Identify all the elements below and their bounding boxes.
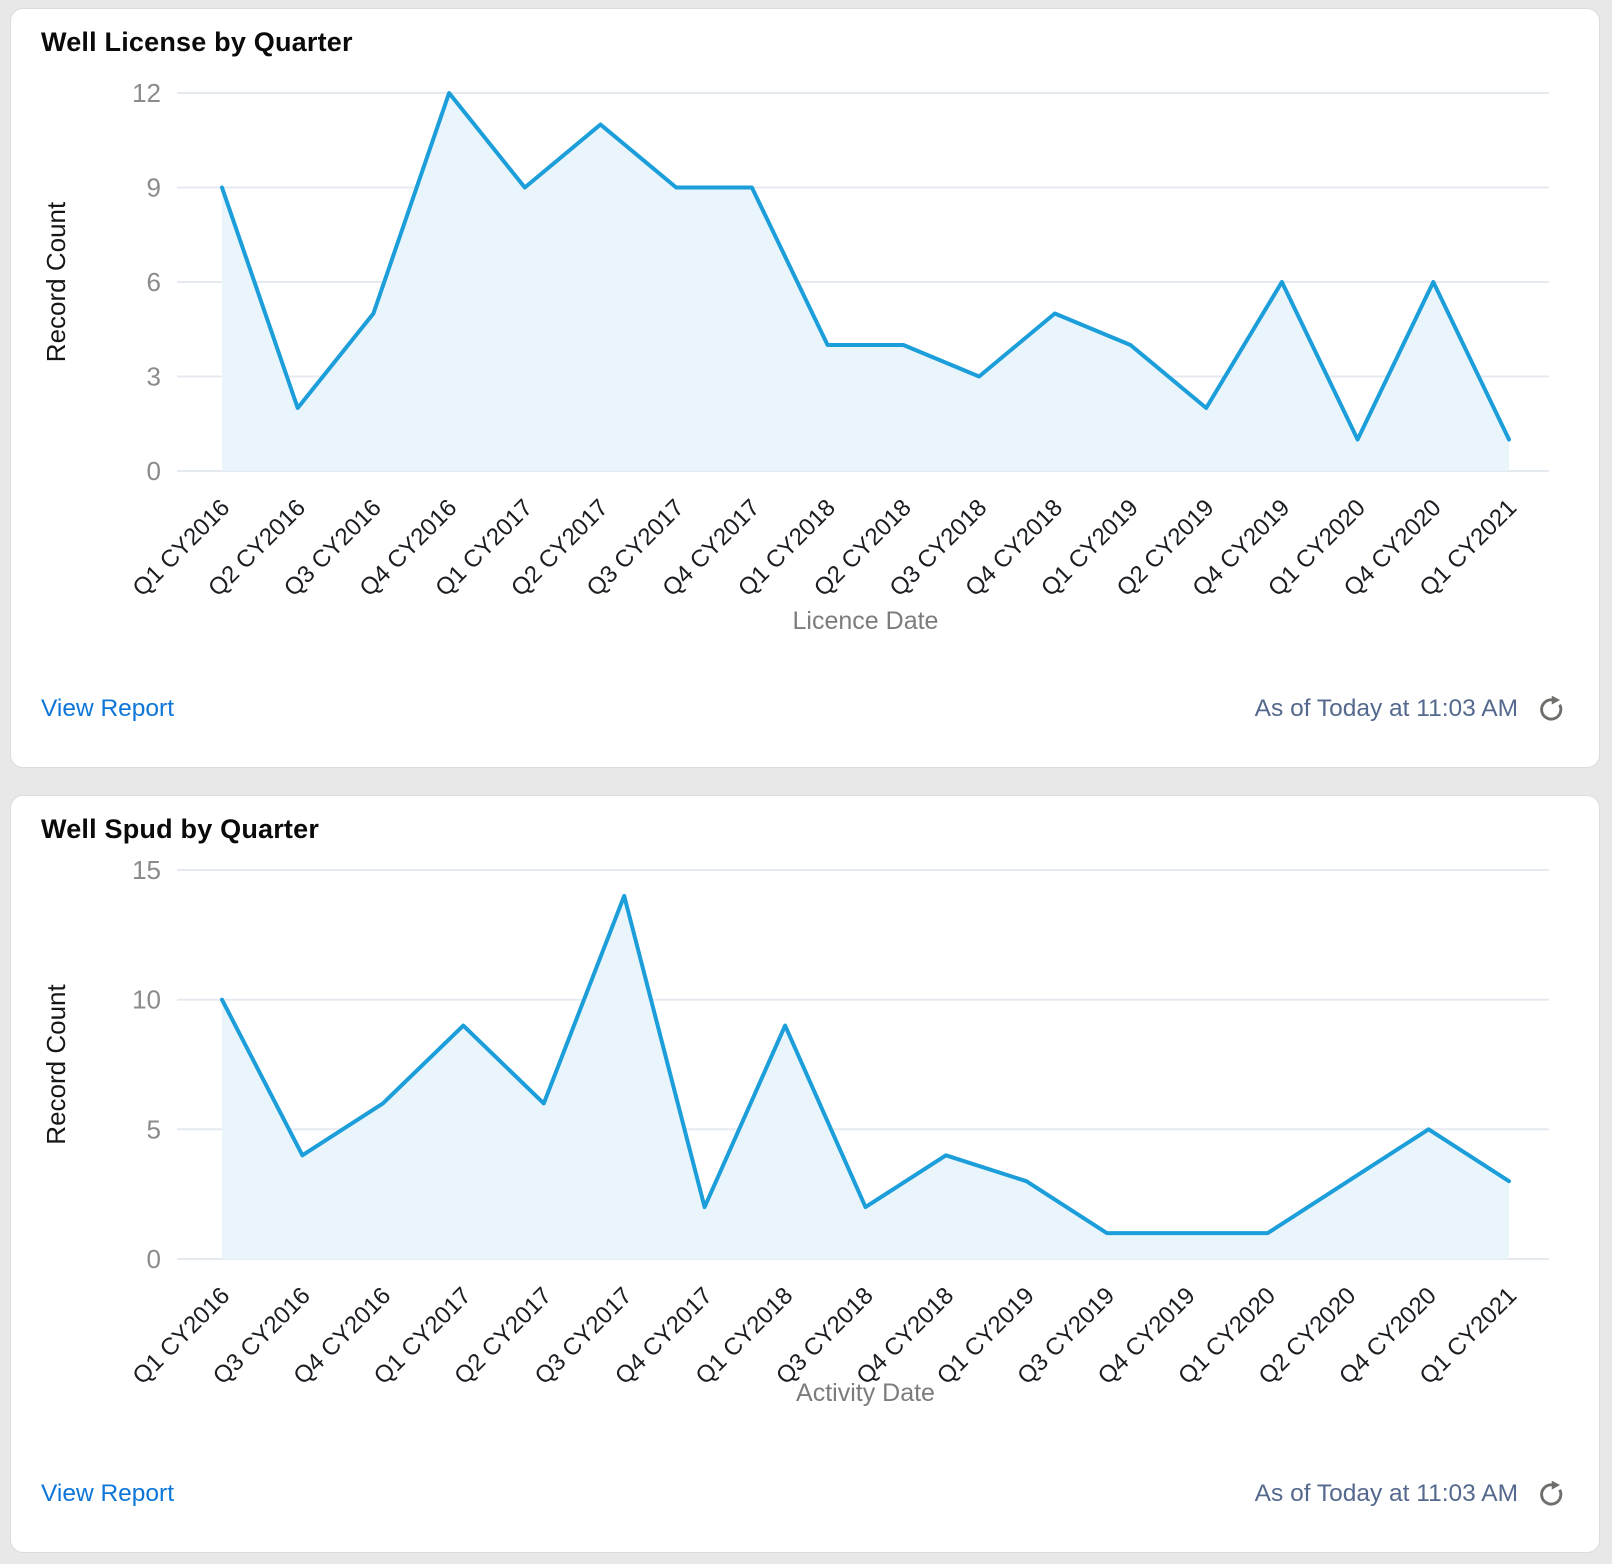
x-axis-title: Activity Date bbox=[796, 1379, 935, 1407]
x-axis-title: Licence Date bbox=[793, 607, 939, 635]
view-report-link[interactable]: View Report bbox=[41, 695, 175, 722]
refresh-button[interactable] bbox=[1535, 1479, 1565, 1509]
well-spud-by-quarter-card: Well Spud by Quarter 0 5 10 15 Q1 CY2016 Q3 C… bbox=[10, 795, 1600, 1553]
series-area bbox=[222, 895, 1509, 1259]
well-license-by-quarter-card: Well License by Quarter 0 3 6 9 12 Q1 CY2016 Q… bbox=[10, 8, 1600, 768]
card-footer: View Report As of Today at 11:03 AM bbox=[41, 693, 1565, 725]
y-tick-label: 9 bbox=[147, 173, 161, 203]
refresh-icon bbox=[1539, 1480, 1562, 1506]
y-tick-label: 6 bbox=[147, 267, 161, 297]
as-of-group: As of Today at 11:03 AM bbox=[1255, 694, 1565, 724]
y-tick-label: 10 bbox=[132, 985, 161, 1015]
refresh-icon bbox=[1539, 695, 1562, 721]
y-axis-title: Record Count bbox=[41, 984, 71, 1145]
series-area bbox=[222, 93, 1509, 471]
view-report-link[interactable]: View Report bbox=[41, 1480, 175, 1507]
as-of-text: As of Today at 11:03 AM bbox=[1254, 1480, 1518, 1507]
y-tick-label: 15 bbox=[132, 856, 161, 885]
y-tick-label: 0 bbox=[147, 456, 161, 486]
y-tick-label: 5 bbox=[147, 1114, 161, 1144]
card-footer: View Report As of Today at 11:03 AM bbox=[41, 1478, 1565, 1510]
series-line bbox=[220, 893, 1511, 1236]
as-of-text: As of Today at 11:03 AM bbox=[1254, 695, 1518, 722]
series-line bbox=[220, 91, 1511, 442]
as-of-group: As of Today at 11:03 AM bbox=[1255, 1479, 1565, 1509]
refresh-button[interactable] bbox=[1535, 694, 1565, 724]
y-tick-label: 3 bbox=[147, 362, 161, 392]
y-tick-label: 0 bbox=[147, 1244, 161, 1274]
y-axis-title: Record Count bbox=[41, 201, 71, 362]
y-tick-label: 12 bbox=[132, 78, 161, 108]
chart-title: Well License by Quarter bbox=[41, 27, 353, 57]
chart-title: Well Spud by Quarter bbox=[41, 814, 320, 844]
